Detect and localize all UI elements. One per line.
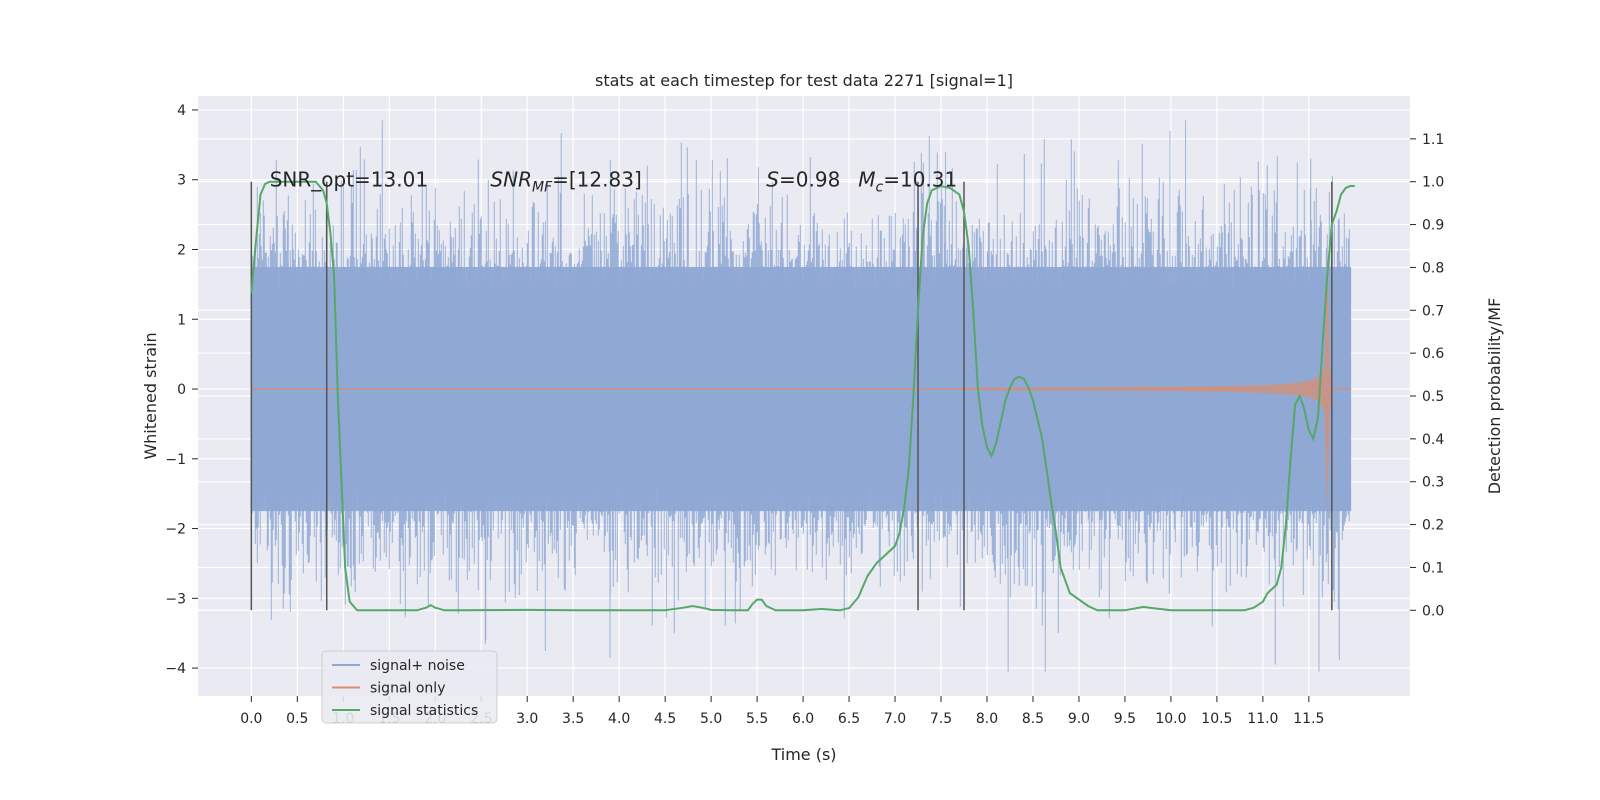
x-tick-label: 5.5 <box>746 711 768 727</box>
y2-tick-label: 0.0 <box>1422 603 1444 619</box>
y-tick-label: −3 <box>165 591 186 607</box>
y-axis-label: Whitened strain <box>141 332 160 459</box>
x-tick-label: 7.5 <box>930 711 952 727</box>
x-tick-label: 11.5 <box>1293 711 1324 727</box>
statistics-line <box>250 180 1355 612</box>
x-tick-label: 8.5 <box>1022 711 1044 727</box>
y-axis-ticks: 4 3 2 1 0 −1 −2 −3 −4 <box>165 103 198 677</box>
x-tick-label: 5.0 <box>700 711 722 727</box>
x-tick-label: 4.0 <box>608 711 630 727</box>
y-tick-label: −1 <box>165 452 186 468</box>
x-tick-label: 6.0 <box>792 711 814 727</box>
legend-label: signal only <box>370 681 445 697</box>
annotation-text: SNR_opt=13.01 <box>270 168 428 192</box>
annotation-text: SNRMF=[12.83] <box>490 168 641 196</box>
legend-label: signal statistics <box>370 703 478 719</box>
y-tick-label: 1 <box>177 312 186 328</box>
y-tick-label: −4 <box>165 661 186 677</box>
signal-statistics-series <box>250 180 1355 612</box>
y2-tick-label: 0.9 <box>1422 218 1444 234</box>
y2-tick-label: 0.1 <box>1422 560 1444 576</box>
y2-axis-label: Detection probability/MF <box>1485 298 1504 495</box>
annotation-text: Mc=10.31 <box>858 168 957 196</box>
x-tick-label: 10.5 <box>1201 711 1232 727</box>
vertical-markers <box>250 181 1333 611</box>
x-tick-label: 9.5 <box>1114 711 1136 727</box>
x-tick-label: 0.0 <box>240 711 262 727</box>
x-tick-label: 7.0 <box>884 711 906 727</box>
x-tick-label: 3.5 <box>562 711 584 727</box>
chart-title: stats at each timestep for test data 227… <box>595 71 1013 90</box>
y-tick-label: 2 <box>177 242 186 258</box>
x-axis-label: Time (s) <box>770 745 836 764</box>
annotations: SNR_opt=13.01 SNRMF=[12.83] S=0.98 Mc=10.31 <box>270 168 958 196</box>
x-tick-label: 4.5 <box>654 711 676 727</box>
y2-tick-label: 0.7 <box>1422 303 1444 319</box>
legend: signal+ noise signal only signal statistic… <box>321 650 498 724</box>
annotation-text: S=0.98 <box>766 168 840 192</box>
y2-tick-label: 0.8 <box>1422 260 1444 276</box>
y2-tick-label: 0.4 <box>1422 432 1444 448</box>
x-tick-label: 11.0 <box>1247 711 1278 727</box>
x-tick-label: 9.0 <box>1068 711 1090 727</box>
y2-tick-label: 0.3 <box>1422 475 1444 491</box>
x-tick-label: 3.0 <box>516 711 538 727</box>
y2-tick-label: 1.1 <box>1422 132 1444 148</box>
x-tick-label: 6.5 <box>838 711 860 727</box>
y2-axis-ticks: 1.1 1.0 0.9 0.8 0.7 0.6 0.5 0.4 0.3 0.2 0.1 0.0 <box>1410 132 1444 619</box>
y-tick-label: 4 <box>177 103 186 119</box>
y-tick-label: 0 <box>177 382 186 398</box>
y-tick-label: 3 <box>177 173 186 189</box>
x-tick-label: 0.5 <box>286 711 308 727</box>
x-tick-label: 8.0 <box>976 711 998 727</box>
y2-tick-label: 0.6 <box>1422 346 1444 362</box>
legend-label: signal+ noise <box>370 658 465 674</box>
y-tick-label: −2 <box>165 522 186 538</box>
x-tick-label: 10.0 <box>1155 711 1186 727</box>
signal-only-series <box>251 256 1352 508</box>
y2-tick-label: 0.5 <box>1422 389 1444 405</box>
legend-box <box>321 650 498 724</box>
y2-tick-label: 0.2 <box>1422 518 1444 534</box>
y2-tick-label: 1.0 <box>1422 175 1444 191</box>
